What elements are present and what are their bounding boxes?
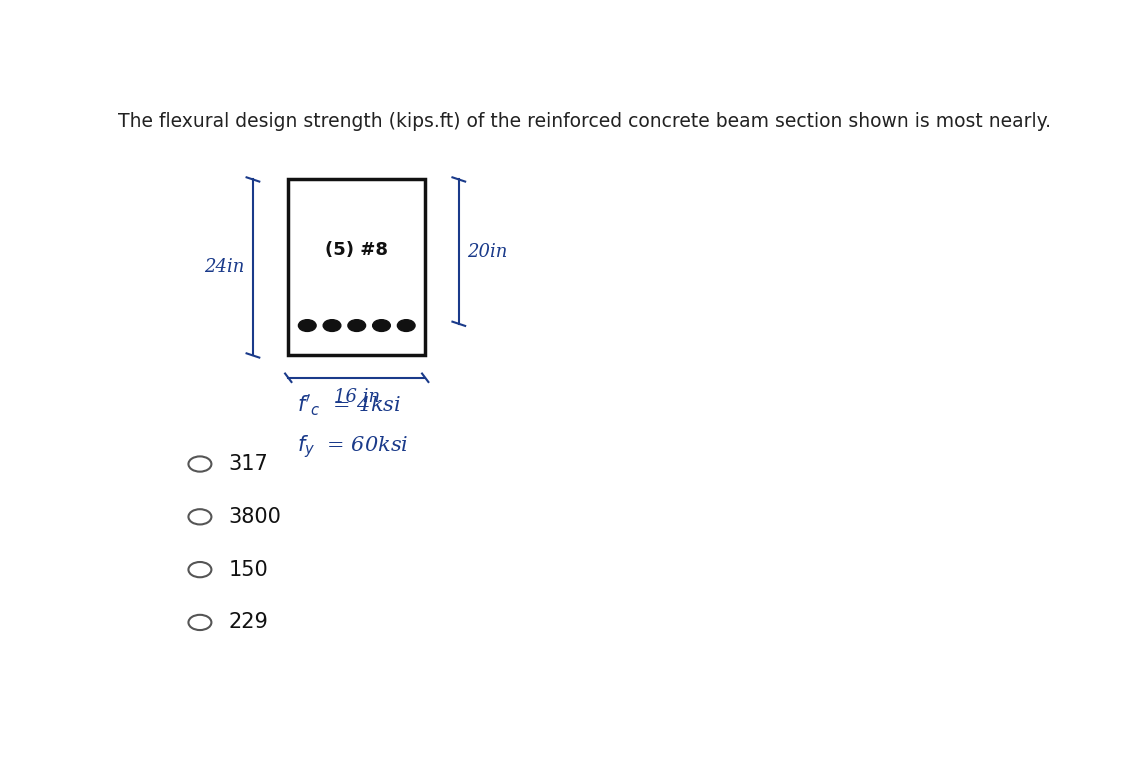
Text: 317: 317: [228, 454, 268, 474]
Text: $f_y$  = 60ksi: $f_y$ = 60ksi: [298, 433, 408, 459]
Text: (5) #8: (5) #8: [325, 241, 389, 259]
Text: 24in: 24in: [204, 258, 245, 277]
Circle shape: [398, 320, 415, 331]
Text: 20in: 20in: [467, 242, 507, 261]
Text: 3800: 3800: [228, 507, 282, 527]
Text: 150: 150: [228, 559, 268, 580]
Bar: [288, 179, 425, 355]
Circle shape: [348, 320, 366, 331]
Text: 16 in: 16 in: [334, 389, 380, 406]
Circle shape: [373, 320, 390, 331]
Circle shape: [299, 320, 316, 331]
Text: 229: 229: [228, 613, 268, 632]
Text: $f'_c$  = 4ksi: $f'_c$ = 4ksi: [298, 392, 401, 418]
Circle shape: [323, 320, 341, 331]
Text: The flexural design strength (kips.ft) of the reinforced concrete beam section s: The flexural design strength (kips.ft) o…: [117, 112, 1051, 131]
